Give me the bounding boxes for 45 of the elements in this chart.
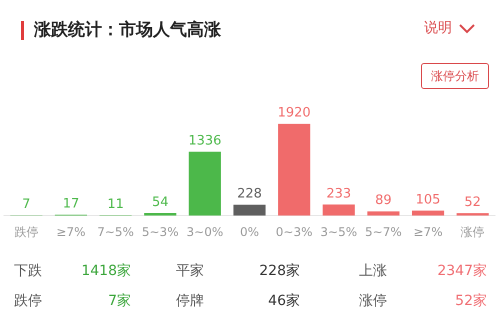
text: 跌停 — [14, 292, 42, 310]
bar — [322, 204, 355, 216]
text: 上涨 — [359, 262, 387, 280]
bar — [278, 124, 310, 216]
data-label: 7 — [22, 197, 30, 212]
bar — [144, 213, 176, 216]
bar — [412, 210, 444, 216]
text: 涨停 — [359, 292, 387, 310]
x-tick-label: 3~5% — [320, 224, 358, 239]
data-label: 233 — [326, 186, 352, 202]
text: 下跌 — [14, 262, 42, 280]
text: 平家 — [176, 262, 204, 280]
text: 46家 — [268, 292, 300, 310]
text: 说明 — [424, 19, 452, 37]
chart-title: 涨跌统计：市场人气高涨 — [34, 19, 221, 41]
x-tick-label: 7~5% — [97, 224, 134, 239]
x-tick-label: 0% — [240, 224, 260, 239]
data-label: 89 — [375, 193, 392, 208]
text: 停牌 — [176, 292, 204, 310]
bar — [233, 204, 266, 216]
text: 涨停分析 — [421, 63, 489, 89]
bar — [456, 213, 489, 216]
x-tick-label: ≥7% — [414, 224, 443, 239]
data-label: 1920 — [278, 106, 311, 121]
text: 52家 — [455, 292, 487, 310]
text: 2347家 — [437, 262, 487, 280]
x-tick-label: 涨停 — [460, 224, 485, 239]
data-label: 54 — [152, 194, 168, 210]
data-label: 52 — [464, 194, 481, 210]
data-label: 228 — [237, 186, 262, 202]
bar — [367, 211, 400, 216]
data-label: 11 — [107, 196, 124, 212]
x-tick-label: 5~7% — [365, 224, 402, 239]
text: 7家 — [108, 292, 131, 310]
text: 1418家 — [81, 262, 131, 280]
bar — [188, 152, 221, 216]
x-tick-label: 5~3% — [142, 224, 179, 239]
data-label: 1336 — [188, 134, 222, 149]
data-label: 17 — [62, 196, 80, 212]
x-tick-label: 跌停 — [14, 224, 38, 239]
x-tick-label: ≥7% — [56, 224, 86, 239]
data-label: 105 — [416, 192, 440, 208]
x-tick-label: 0~3% — [276, 224, 313, 239]
text: 228家 — [259, 262, 300, 280]
x-tick-label: 3~0% — [186, 224, 224, 239]
